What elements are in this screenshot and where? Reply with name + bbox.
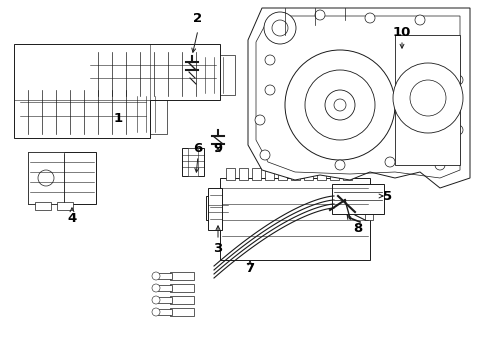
Text: 1: 1 (114, 112, 122, 125)
Circle shape (38, 170, 54, 186)
Bar (206, 196, 230, 220)
Bar (304, 168, 313, 180)
Bar (35, 202, 51, 210)
Bar (28, 152, 96, 204)
Bar (278, 168, 287, 180)
Bar (210, 218, 228, 226)
Circle shape (285, 50, 395, 160)
Circle shape (265, 55, 275, 65)
Bar (226, 168, 235, 180)
Bar (330, 168, 339, 180)
Text: 5: 5 (384, 189, 392, 202)
Text: 8: 8 (353, 221, 363, 234)
Bar (182, 148, 204, 176)
Circle shape (255, 115, 265, 125)
Bar (170, 284, 194, 292)
Circle shape (272, 20, 288, 36)
Bar (317, 168, 326, 180)
Bar (170, 272, 194, 280)
Bar (158, 285, 172, 291)
Circle shape (265, 85, 275, 95)
Bar (291, 168, 300, 180)
Circle shape (393, 63, 463, 133)
Circle shape (385, 157, 395, 167)
Bar (343, 168, 352, 180)
Bar (57, 202, 73, 210)
Bar (239, 168, 248, 180)
Circle shape (415, 15, 425, 25)
Circle shape (305, 70, 375, 140)
Bar (365, 185, 373, 220)
Polygon shape (14, 44, 220, 138)
Bar (170, 308, 194, 316)
Circle shape (453, 125, 463, 135)
Circle shape (453, 75, 463, 85)
Text: 3: 3 (213, 242, 222, 255)
Circle shape (335, 160, 345, 170)
Circle shape (152, 308, 160, 316)
Circle shape (152, 296, 160, 304)
Bar (158, 273, 172, 279)
Bar (28, 152, 64, 204)
Text: 9: 9 (214, 141, 222, 154)
Circle shape (325, 90, 355, 120)
Bar (18, 88, 148, 136)
Bar (265, 168, 274, 180)
Bar (395, 35, 460, 165)
Polygon shape (248, 8, 470, 188)
Bar (188, 148, 198, 176)
Bar (158, 297, 172, 303)
Bar (220, 178, 370, 260)
Bar (158, 309, 172, 315)
Bar (88, 50, 218, 98)
Bar (170, 296, 194, 304)
Circle shape (260, 150, 270, 160)
Circle shape (450, 40, 460, 50)
Text: 4: 4 (68, 211, 76, 225)
Circle shape (334, 99, 346, 111)
Text: 2: 2 (194, 12, 202, 24)
Bar (132, 94, 167, 134)
Text: 6: 6 (194, 141, 203, 154)
Circle shape (152, 272, 160, 280)
Circle shape (264, 12, 296, 44)
Circle shape (152, 284, 160, 292)
Bar (208, 188, 222, 230)
Circle shape (435, 160, 445, 170)
Circle shape (365, 13, 375, 23)
Text: 7: 7 (245, 261, 255, 274)
Bar (200, 55, 235, 95)
Text: 10: 10 (393, 26, 411, 39)
Bar (332, 184, 384, 214)
Bar (252, 168, 261, 180)
Circle shape (315, 10, 325, 20)
Circle shape (410, 80, 446, 116)
